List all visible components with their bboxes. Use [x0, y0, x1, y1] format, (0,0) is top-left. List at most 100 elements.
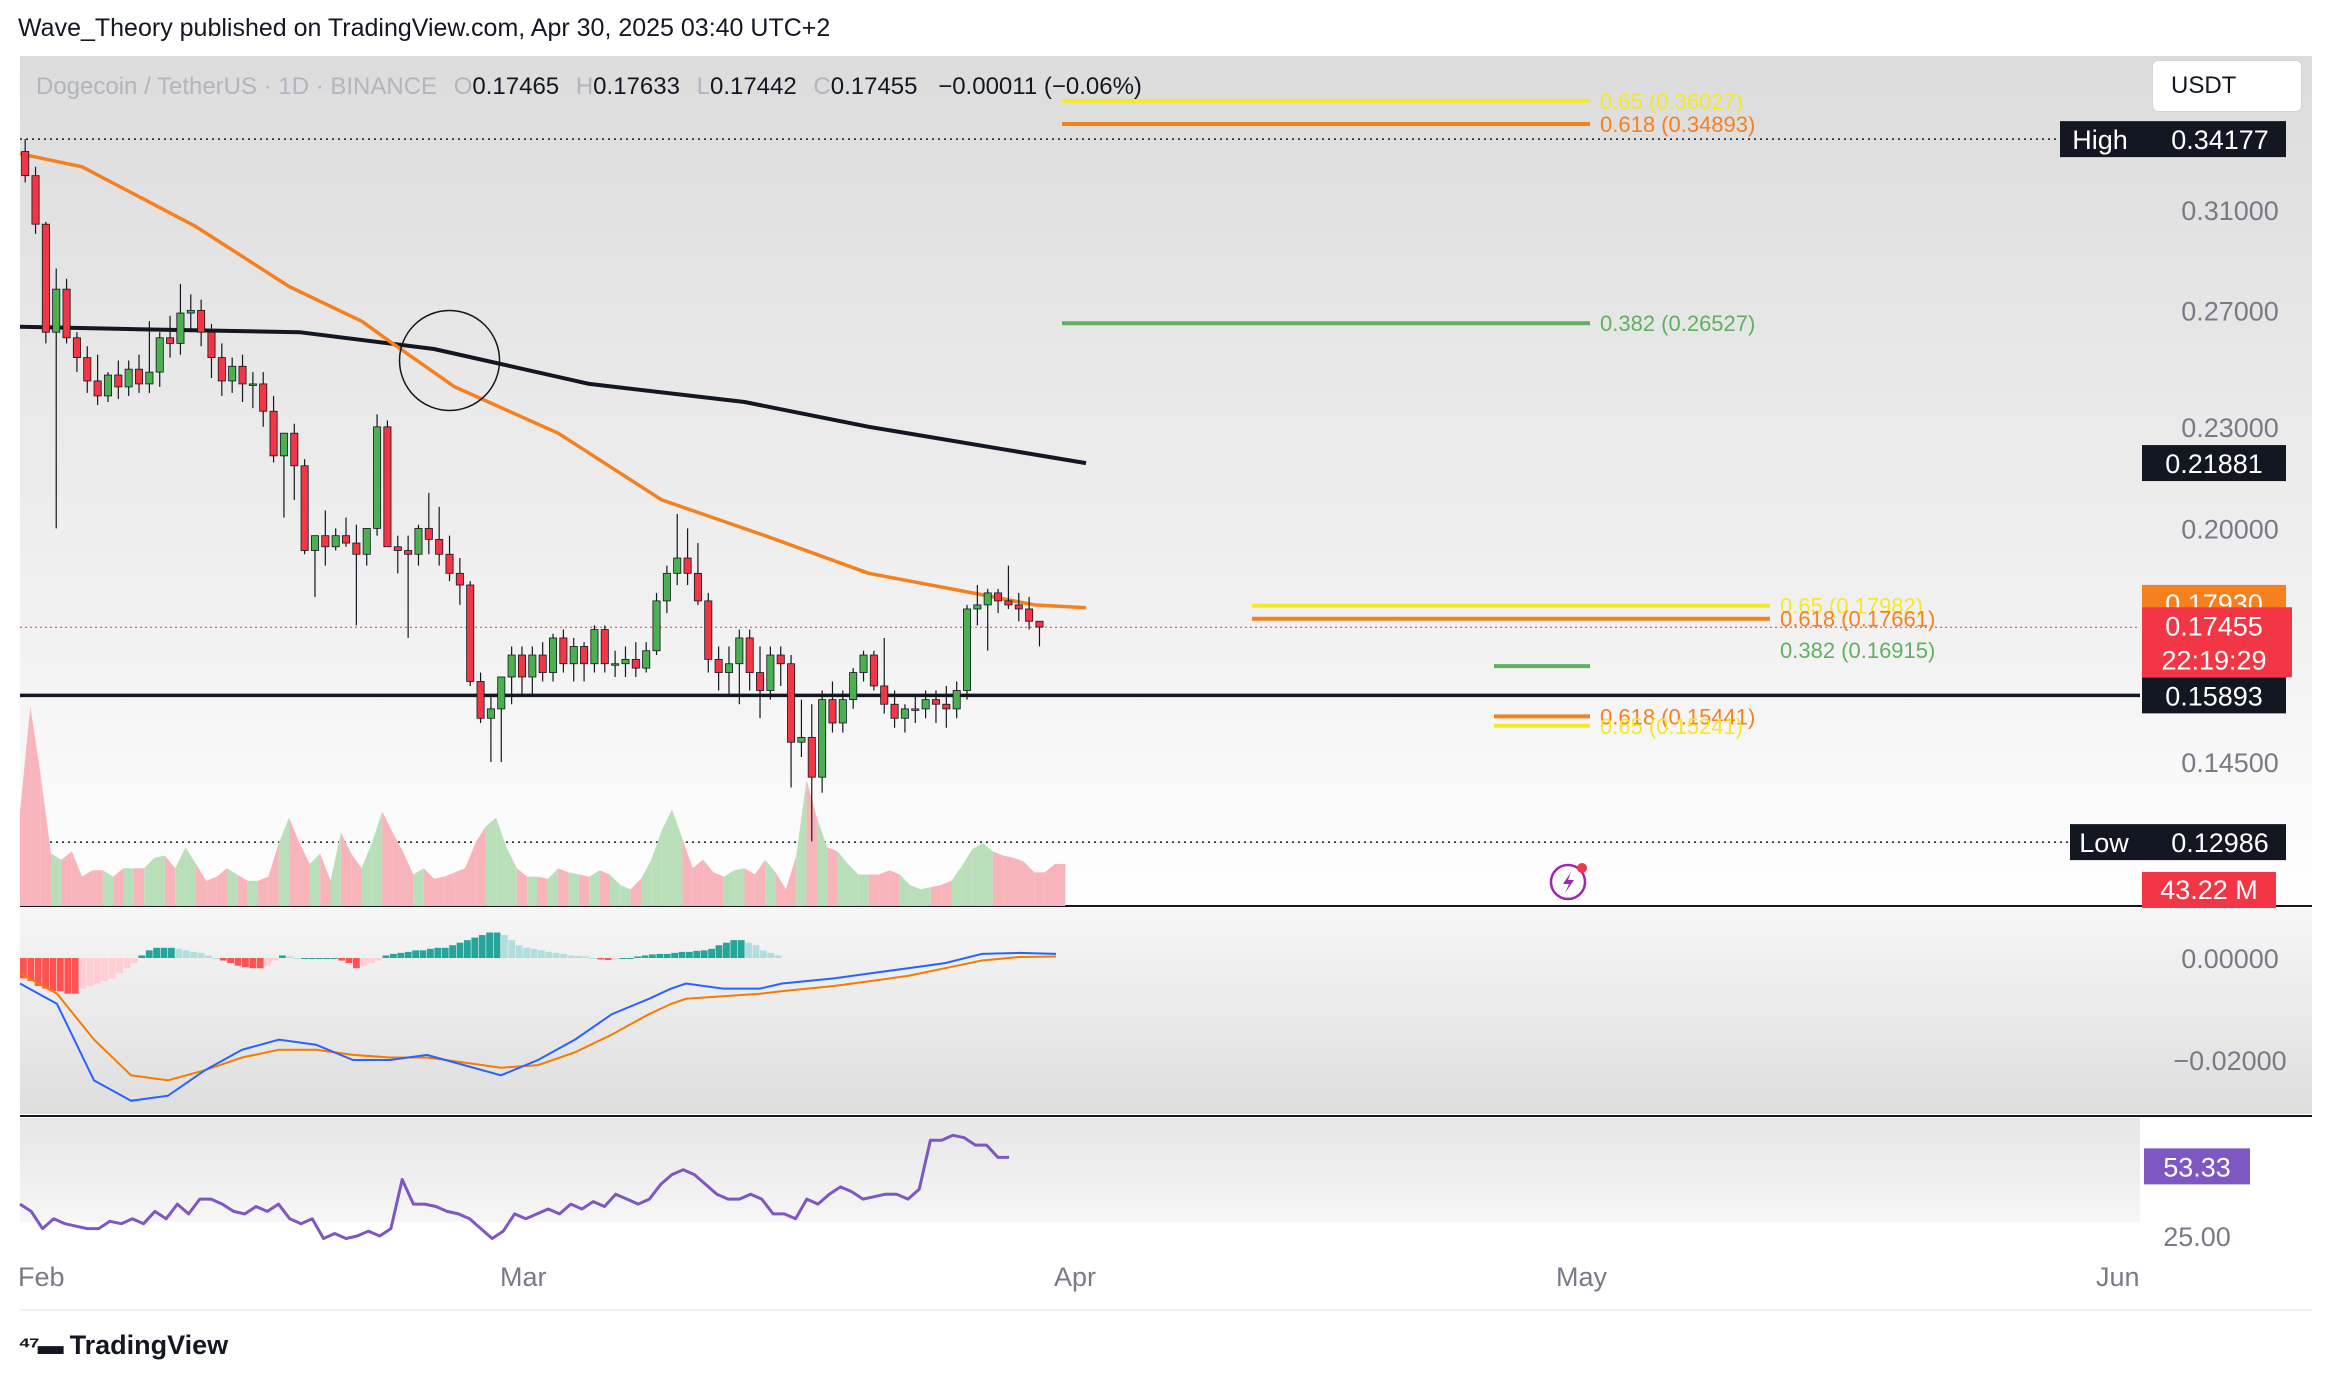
macd-histogram-bar: [663, 953, 671, 958]
volume-area-segment: [744, 868, 755, 906]
price-axis[interactable]: 0.31000 0.27000 0.23000 0.20000 0.14500: [2181, 196, 2279, 778]
candle: [994, 588, 1003, 614]
candle: [21, 139, 30, 183]
macd-histogram-bar: [449, 945, 456, 958]
macd-histogram-bar: [175, 948, 183, 958]
macd-histogram-bar: [634, 956, 641, 958]
volume-area-segment: [723, 870, 735, 906]
volume-area-segment: [299, 843, 310, 906]
macd-histogram-bar: [397, 952, 405, 958]
macd-histogram-bar: [464, 940, 471, 958]
candle: [41, 221, 50, 344]
volume-area-segment: [175, 847, 186, 906]
candle: [455, 558, 464, 605]
candle: [114, 360, 123, 399]
volume-area-segment: [920, 887, 931, 906]
support-tag-value: 0.15893: [2165, 681, 2263, 711]
candle: [383, 420, 392, 548]
ema200-tag-value: 0.21881: [2165, 449, 2263, 479]
volume-area-segment: [682, 838, 693, 906]
macd-histogram-bar: [367, 958, 375, 964]
candle: [838, 690, 847, 733]
candle: [580, 642, 589, 682]
candle: [921, 690, 930, 719]
candle: [404, 535, 413, 638]
open-value: 0.17465: [472, 73, 559, 100]
volume-area-segment: [837, 851, 848, 906]
macd-axis-tick: −0.02000: [2173, 1046, 2286, 1076]
candle: [414, 524, 423, 566]
macd-histogram-bar: [116, 958, 123, 974]
macd-histogram-bar: [108, 958, 116, 979]
volume-area-segment: [775, 872, 786, 906]
currency-selector[interactable]: USDT: [2152, 60, 2302, 112]
price-axis-tick: 0.31000: [2181, 196, 2279, 226]
volume-area-segment: [713, 872, 724, 906]
tradingview-logo-icon: ⁴⁷▬: [18, 1330, 64, 1360]
macd-histogram-bar: [197, 952, 205, 958]
volume-area-segment: [568, 872, 579, 906]
volume-area-segment: [661, 809, 673, 906]
alert-clock-icon[interactable]: [1549, 863, 1587, 901]
footer-brand[interactable]: ⁴⁷▬ TradingView: [18, 1330, 228, 1361]
macd-histogram-bar: [86, 958, 94, 987]
macd-histogram-bar: [515, 945, 523, 958]
volume-area-segment: [454, 868, 466, 906]
support-tag: 0.15893: [2142, 677, 2286, 714]
candle: [724, 646, 733, 696]
date-label-may: May: [1556, 1262, 1608, 1292]
candle: [269, 395, 278, 463]
macd-histogram-bar: [752, 945, 760, 958]
ohlc-legend: Dogecoin / TetherUS · 1D · BINANCE O0.17…: [36, 73, 1142, 100]
volume-area-segment: [599, 870, 610, 906]
date-axis[interactable]: Feb Mar Apr May Jun: [18, 1262, 2140, 1292]
candle: [818, 690, 827, 793]
macd-histogram-bar: [649, 954, 656, 958]
volume-area-segment: [806, 780, 817, 906]
volume-area-segment: [754, 859, 766, 906]
volume-area-segment: [289, 817, 300, 906]
ema-crossover-circle: [398, 309, 501, 412]
candle: [352, 524, 361, 626]
rsi-axis-tick: 25.00: [2163, 1222, 2231, 1252]
candle: [1004, 565, 1013, 609]
volume-area-segment: [144, 857, 155, 906]
volume-area-segment: [961, 849, 973, 906]
candle: [321, 510, 330, 566]
candle: [466, 581, 475, 686]
candle: [963, 604, 972, 700]
macd-histogram-bar: [612, 958, 619, 960]
close-value: 0.17455: [831, 73, 918, 100]
macd-histogram-bar: [478, 935, 486, 958]
macd-histogram-bar: [330, 958, 338, 959]
macd-histogram-bar: [49, 958, 57, 992]
volume-area-segment: [113, 868, 124, 906]
macd-histogram-bar: [323, 958, 331, 959]
volume-tag-value: 43.22 M: [2160, 875, 2258, 905]
volume-area-segment: [858, 874, 869, 906]
candle: [83, 346, 92, 393]
candle: [1025, 596, 1034, 630]
macd-histogram-bar: [737, 940, 745, 958]
macd-histogram-bar: [182, 950, 190, 958]
candle: [693, 543, 702, 605]
volume-area-segment: [278, 817, 290, 906]
countdown-value: 22:19:29: [2161, 645, 2266, 675]
candle: [983, 588, 992, 651]
volume-area-segment: [1044, 864, 1055, 906]
macd-histogram-bar: [160, 947, 168, 958]
fib-label: 0.382 (0.26527): [1600, 311, 1755, 336]
candle: [538, 642, 547, 682]
macd-indicator: [19, 932, 1057, 1102]
volume-area-segment: [496, 817, 507, 906]
candle: [528, 646, 537, 696]
candle: [931, 690, 940, 723]
candle: [279, 432, 288, 518]
candle: [869, 650, 878, 691]
macd-histogram-bar: [419, 950, 427, 958]
macd-histogram-bar: [730, 940, 738, 958]
macd-histogram-bar: [523, 947, 530, 958]
candle: [745, 629, 754, 691]
date-label-feb: Feb: [18, 1262, 65, 1292]
